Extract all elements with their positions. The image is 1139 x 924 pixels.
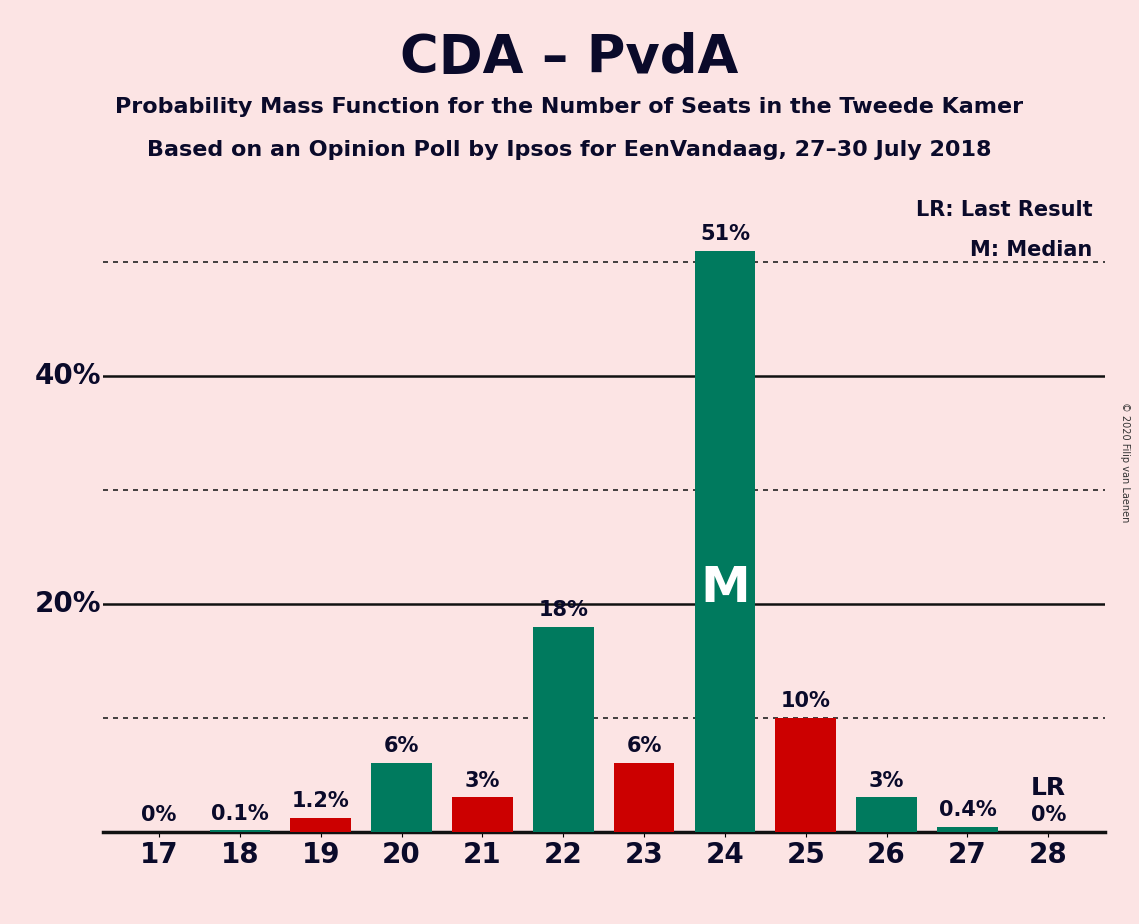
Bar xyxy=(290,818,351,832)
Bar xyxy=(614,763,674,832)
Text: 0%: 0% xyxy=(141,805,177,825)
Text: LR: LR xyxy=(1031,776,1066,800)
Bar xyxy=(452,797,513,832)
Bar xyxy=(695,251,755,832)
Bar xyxy=(210,831,270,832)
Text: 20%: 20% xyxy=(34,590,101,618)
Bar xyxy=(614,763,674,832)
Text: Based on an Opinion Poll by Ipsos for EenVandaag, 27–30 July 2018: Based on an Opinion Poll by Ipsos for Ee… xyxy=(147,140,992,161)
Bar xyxy=(937,827,998,832)
Bar xyxy=(857,797,917,832)
Text: 40%: 40% xyxy=(34,362,101,390)
Bar xyxy=(452,797,513,832)
Text: 1.2%: 1.2% xyxy=(292,791,350,811)
Text: 10%: 10% xyxy=(781,691,830,711)
Text: 0.4%: 0.4% xyxy=(939,800,997,821)
Text: 3%: 3% xyxy=(869,771,904,791)
Text: 3%: 3% xyxy=(465,771,500,791)
Bar xyxy=(371,763,432,832)
Text: 0.1%: 0.1% xyxy=(211,804,269,823)
Text: LR: Last Result: LR: Last Result xyxy=(916,200,1092,220)
Text: 0%: 0% xyxy=(1031,805,1066,825)
Text: 51%: 51% xyxy=(700,225,749,244)
Text: © 2020 Filip van Laenen: © 2020 Filip van Laenen xyxy=(1121,402,1130,522)
Text: M: M xyxy=(700,564,749,612)
Bar xyxy=(290,818,351,832)
Bar xyxy=(533,626,593,832)
Bar xyxy=(776,718,836,832)
Bar xyxy=(776,718,836,832)
Text: CDA – PvdA: CDA – PvdA xyxy=(400,32,739,84)
Text: 18%: 18% xyxy=(539,600,588,620)
Text: 6%: 6% xyxy=(626,736,662,757)
Text: 6%: 6% xyxy=(384,736,419,757)
Text: Probability Mass Function for the Number of Seats in the Tweede Kamer: Probability Mass Function for the Number… xyxy=(115,97,1024,117)
Text: M: Median: M: Median xyxy=(970,239,1092,260)
